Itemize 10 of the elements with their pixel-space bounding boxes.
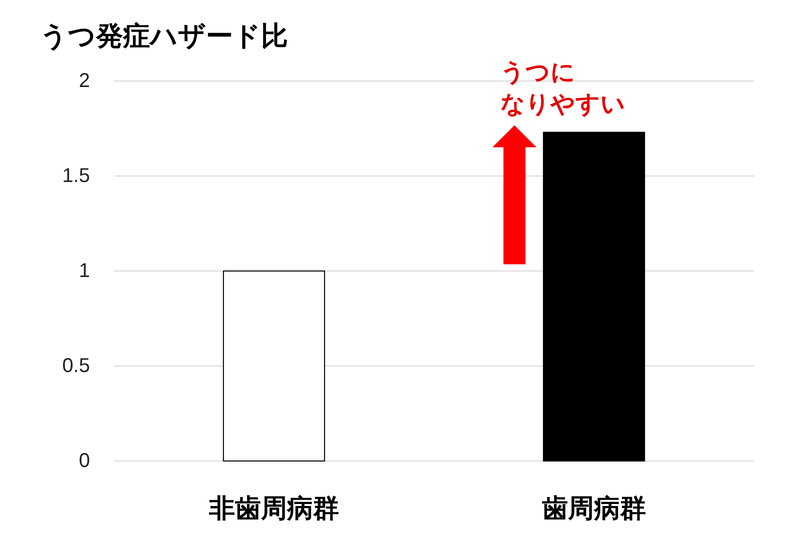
x-tick-label: 歯周病群: [541, 493, 646, 523]
y-tick-label: 0: [78, 450, 90, 472]
x-tick-label: 非歯周病群: [208, 493, 339, 523]
chart-title: うつ発症ハザード比: [40, 21, 288, 51]
y-tick-label: 1: [78, 260, 90, 282]
annotation: なりやすい: [500, 91, 626, 118]
y-tick-label: 2: [78, 70, 90, 92]
annotation: うつに: [500, 59, 576, 86]
y-tick-label: 0.5: [62, 355, 90, 377]
y-tick-label: 1.5: [62, 165, 90, 187]
